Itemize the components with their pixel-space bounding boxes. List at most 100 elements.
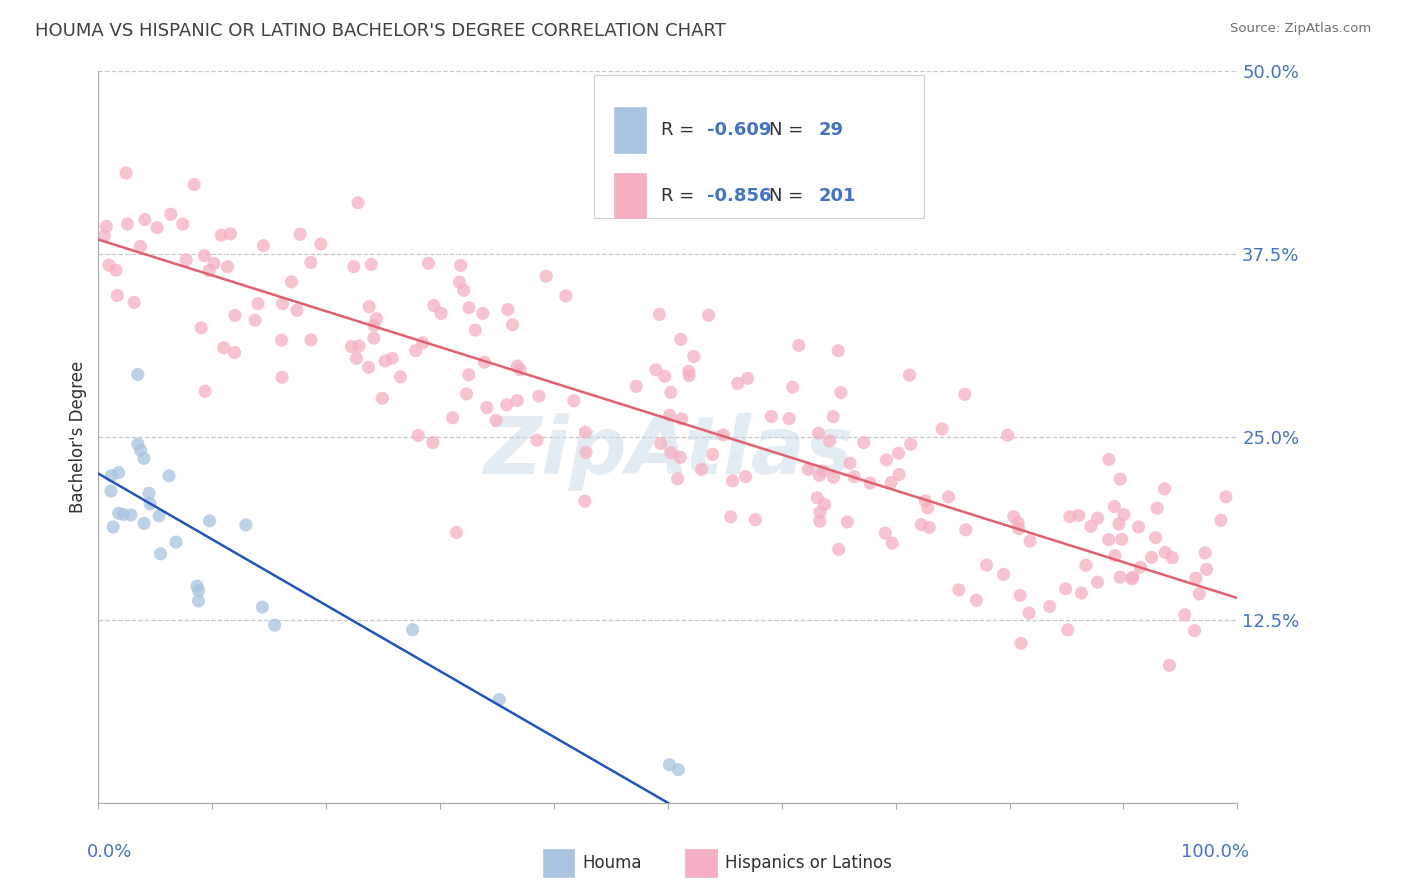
Point (1174, 607, 1197, 622)
Point (405, 343, 427, 358)
Point (422, 435, 444, 450)
Point (430, 306, 453, 320)
Point (270, 333, 292, 347)
FancyBboxPatch shape (593, 75, 924, 218)
Point (875, 453, 897, 467)
Point (107, 506, 129, 520)
Text: -0.609: -0.609 (707, 121, 770, 139)
Point (1144, 531, 1167, 545)
Point (1161, 550, 1184, 565)
Point (1185, 571, 1208, 585)
Point (1087, 575, 1109, 590)
Point (1122, 570, 1144, 584)
Text: -0.856: -0.856 (707, 186, 770, 204)
Point (157, 468, 180, 483)
Point (506, 359, 529, 373)
Point (1008, 522, 1031, 536)
Point (224, 345, 246, 359)
Point (138, 486, 160, 500)
Point (441, 410, 464, 425)
Point (1194, 546, 1216, 560)
Point (666, 763, 689, 777)
Point (659, 385, 682, 400)
Point (837, 515, 859, 529)
Point (526, 433, 548, 447)
Point (669, 450, 692, 465)
Point (100, 468, 122, 483)
Point (1109, 570, 1132, 584)
Point (659, 445, 682, 459)
Point (997, 428, 1019, 442)
Point (811, 464, 834, 478)
Point (271, 370, 294, 384)
Point (363, 318, 385, 333)
Point (887, 446, 910, 460)
Point (1121, 572, 1143, 586)
Point (186, 579, 208, 593)
Point (797, 462, 820, 476)
Point (134, 212, 156, 227)
Point (808, 505, 831, 519)
Point (880, 475, 903, 490)
Point (288, 227, 311, 242)
Point (174, 252, 197, 267)
Point (1140, 550, 1163, 565)
Text: HOUMA VS HISPANIC OR LATINO BACHELOR'S DEGREE CORRELATION CHART: HOUMA VS HISPANIC OR LATINO BACHELOR'S D… (35, 22, 725, 40)
Point (285, 303, 308, 318)
Point (347, 195, 370, 210)
Point (744, 513, 766, 527)
Point (720, 509, 742, 524)
Point (93, 229, 115, 244)
Point (1054, 582, 1077, 596)
Point (107, 466, 129, 480)
Point (938, 490, 960, 504)
Point (711, 428, 734, 442)
Point (219, 227, 242, 241)
Point (808, 514, 831, 528)
Point (823, 409, 845, 424)
Text: Source: ZipAtlas.com: Source: ZipAtlas.com (1230, 22, 1371, 36)
Point (149, 547, 172, 561)
Point (132, 516, 155, 531)
Point (1159, 658, 1181, 673)
Point (1111, 533, 1133, 547)
Point (343, 260, 366, 274)
Point (271, 296, 294, 310)
Point (1104, 549, 1126, 563)
Point (243, 313, 266, 327)
Point (132, 451, 155, 466)
Point (948, 582, 970, 597)
Point (875, 526, 897, 541)
Point (534, 269, 557, 284)
Point (931, 422, 953, 436)
Point (363, 331, 385, 345)
Point (1087, 511, 1109, 525)
Point (1215, 490, 1237, 504)
Point (252, 238, 274, 252)
Point (1108, 516, 1130, 531)
Point (852, 435, 875, 450)
Point (648, 307, 671, 321)
Point (509, 362, 531, 376)
Point (418, 256, 440, 270)
Point (1098, 533, 1121, 547)
Point (112, 508, 135, 522)
Point (898, 368, 921, 383)
Point (813, 497, 835, 511)
Point (129, 443, 152, 458)
Bar (614, 173, 647, 219)
Point (457, 368, 479, 382)
Bar (614, 107, 647, 153)
Point (702, 447, 724, 461)
Point (917, 500, 939, 515)
Point (965, 593, 987, 607)
Point (734, 469, 756, 483)
Point (827, 343, 849, 358)
Point (471, 306, 494, 320)
Point (1112, 508, 1135, 522)
Point (624, 379, 647, 393)
Point (456, 387, 478, 401)
Point (496, 302, 519, 317)
Point (721, 474, 744, 488)
Point (360, 257, 382, 271)
